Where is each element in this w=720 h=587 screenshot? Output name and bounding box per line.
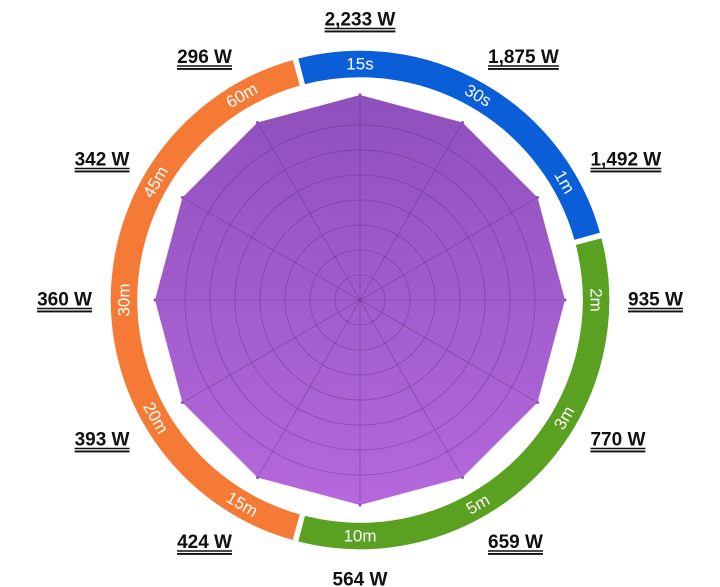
ring-segment-1 xyxy=(296,49,602,242)
data-point-10m xyxy=(358,503,362,507)
power-label-30m: 360 W xyxy=(37,290,92,311)
power-label-20m: 393 W xyxy=(75,430,130,451)
grid-spoke xyxy=(185,199,361,301)
data-point-15s xyxy=(358,93,362,97)
duration-label-2m: 2m xyxy=(587,288,606,312)
power-label-45m: 342 W xyxy=(75,150,130,171)
power-label-15m: 424 W xyxy=(177,532,232,553)
data-point-3m xyxy=(536,401,540,404)
grid-spoke xyxy=(185,299,361,401)
data-point-30m xyxy=(153,298,157,302)
power-label-15s: 2,233 W xyxy=(325,10,396,31)
power-label-2m: 935 W xyxy=(628,290,683,311)
radar-grid xyxy=(159,99,561,501)
grid-circle xyxy=(284,224,436,376)
power-label-30s: 1,875 W xyxy=(488,47,559,68)
duration-ring xyxy=(109,49,611,551)
duration-label-10m: 10m xyxy=(343,527,376,546)
grid-spoke xyxy=(259,299,361,475)
data-point-60m xyxy=(256,120,259,124)
power-label-5m: 659 W xyxy=(488,532,543,553)
power-labels: 2,233 W 1,875 W 1,492 W 935 W 770 W 659 W 564 … xyxy=(37,10,683,587)
grid-circle xyxy=(209,149,511,451)
data-point-30s xyxy=(461,120,464,124)
data-point-5m xyxy=(461,476,464,480)
radar-polygon xyxy=(155,95,565,505)
grid-spoke xyxy=(259,125,361,301)
grid-circle xyxy=(334,274,386,326)
grid-circle xyxy=(259,199,461,401)
data-point-45m xyxy=(180,196,184,199)
duration-label-15s: 15s xyxy=(346,55,373,74)
radar-area xyxy=(153,93,567,507)
grid-circle xyxy=(309,249,411,351)
data-point-1m xyxy=(536,196,540,199)
grid-spoke xyxy=(359,299,461,475)
grid-spoke xyxy=(359,299,535,401)
power-label-60m: 296 W xyxy=(177,47,232,68)
grid-spoke xyxy=(359,199,535,301)
data-point-15m xyxy=(256,476,259,480)
grid-circle xyxy=(234,174,486,426)
ring-segment-3 xyxy=(109,58,302,542)
grid-circle xyxy=(184,124,536,476)
power-label-10m: 564 W xyxy=(333,570,388,587)
data-point-2m xyxy=(563,298,567,302)
data-point-20m xyxy=(180,401,184,404)
grid-spoke xyxy=(359,125,461,301)
power-label-3m: 770 W xyxy=(590,430,645,451)
duration-label-30m: 30m xyxy=(115,283,134,316)
ring-segment-2 xyxy=(296,236,611,551)
power-label-1m: 1,492 W xyxy=(590,150,661,171)
